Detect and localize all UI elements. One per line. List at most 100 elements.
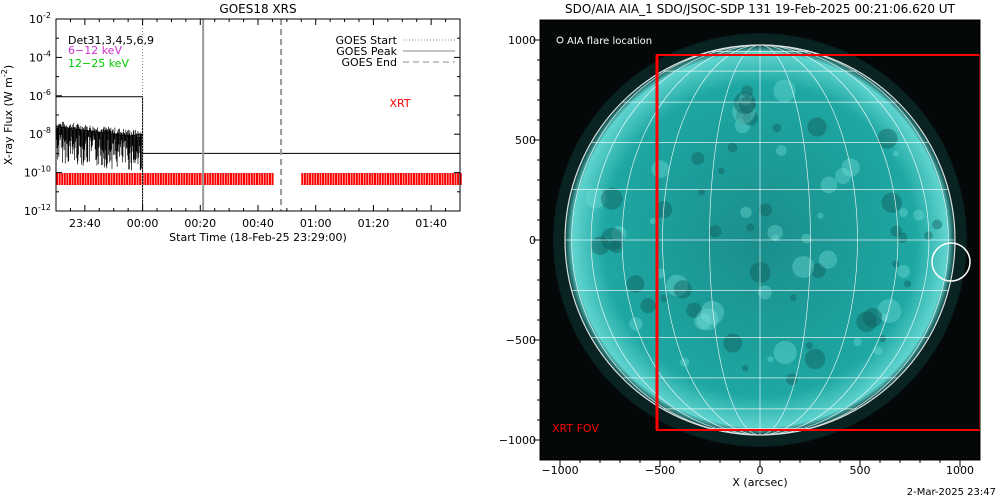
xrt-coverage-mark (68, 173, 71, 185)
xrt-coverage-mark (345, 173, 348, 185)
xrt-coverage-mark (386, 173, 389, 185)
aia-title: SDO/AIA AIA_1 SDO/JSOC-SDP 131 19-Feb-20… (565, 2, 956, 16)
xrt-coverage-mark (214, 173, 217, 185)
xrt-coverage-mark (157, 173, 160, 185)
aia-x-tick-label: 500 (850, 464, 871, 477)
xrt-coverage-mark (363, 173, 366, 185)
sun-feature (776, 145, 787, 156)
xrt-coverage-mark (335, 173, 338, 185)
xrt-coverage-mark (89, 173, 92, 185)
xrt-coverage-mark (255, 173, 258, 185)
xrt-coverage-mark (420, 173, 423, 185)
xrt-coverage-mark (248, 173, 251, 185)
xrt-coverage-mark (322, 173, 325, 185)
sun-feature (679, 357, 690, 367)
goes-series-line (56, 96, 460, 154)
xrt-coverage-mark (355, 173, 358, 185)
xrt-coverage-mark (319, 173, 322, 185)
sun-feature (742, 364, 749, 372)
sun-feature (718, 167, 725, 175)
xrt-coverage-mark (118, 173, 121, 185)
xrt-coverage-mark (451, 173, 454, 185)
goes-y-axis-label: X-ray Flux (W m-2) (0, 65, 15, 165)
xrt-coverage-mark (126, 173, 129, 185)
sun-feature (733, 91, 756, 115)
sun-feature (609, 239, 623, 254)
sun-feature (772, 123, 782, 133)
xrt-coverage-mark (154, 173, 157, 185)
aia-y-tick-label: −1000 (500, 434, 536, 447)
sun-feature (807, 117, 827, 137)
xrt-fov-label: XRT FOV (552, 422, 599, 435)
xrt-coverage-mark (180, 173, 183, 185)
xrt-coverage-mark (389, 173, 392, 185)
xrt-coverage-mark (206, 173, 209, 185)
sun-feature (746, 223, 755, 232)
xrt-coverage-mark (459, 173, 462, 185)
xrt-coverage-mark (120, 173, 123, 185)
aia-x-axis-label: X (arcsec) (732, 476, 787, 489)
aia-image-panel: SDO/AIA AIA_1 SDO/JSOC-SDP 131 19-Feb-20… (499, 0, 1000, 500)
xrt-coverage-mark (431, 173, 434, 185)
xrt-coverage-mark (162, 173, 165, 185)
sun-grid (564, 44, 956, 436)
goes-x-tick-label: 01:20 (358, 217, 390, 230)
xrt-coverage-mark (191, 173, 194, 185)
xrt-coverage-mark (428, 173, 431, 185)
xrt-coverage-mark (348, 173, 351, 185)
aia-y-tick-label: −500 (506, 334, 536, 347)
xrt-coverage-mark (188, 173, 191, 185)
sun-grid-longitude (759, 44, 949, 436)
xrt-coverage-mark (170, 173, 173, 185)
xrt-coverage-mark (133, 173, 136, 185)
goes-series-line (55, 126, 460, 212)
xrt-annotation: XRT (389, 97, 410, 110)
xrt-coverage-mark (314, 173, 317, 185)
sun-feature (873, 346, 883, 356)
xrt-coverage-mark (263, 173, 266, 185)
xrt-coverage-mark (58, 173, 61, 185)
xrt-coverage-mark (232, 173, 235, 185)
xrt-coverage-mark (128, 173, 131, 185)
xrt-coverage-mark (350, 173, 353, 185)
sun-feature (771, 234, 779, 242)
xrt-coverage-mark (397, 173, 400, 185)
xrt-coverage-mark (324, 173, 327, 185)
goes-title: GOES18 XRS (219, 2, 296, 16)
xrt-coverage-mark (374, 173, 377, 185)
xrt-coverage-mark (394, 173, 397, 185)
goes-noise-group (55, 121, 143, 171)
sun-feature (773, 79, 796, 102)
xrt-coverage-mark (441, 173, 444, 185)
sun-grid-longitude (759, 44, 811, 436)
xrt-coverage-mark (193, 173, 196, 185)
aia-y-tick-label: 0 (529, 234, 536, 247)
xrt-coverage-mark (222, 173, 225, 185)
sun-feature (881, 313, 889, 321)
xrt-coverage-mark (71, 173, 74, 185)
xrt-coverage-mark (381, 173, 384, 185)
goes-x-tick-label: 00:00 (127, 217, 159, 230)
goes-lightcurve-chart: GOES18 XRS 10-12 10-10 10-8 10-6 10-4 10-2 23:4… (0, 2, 462, 244)
sun-feature (651, 160, 670, 179)
sun-feature (924, 231, 933, 240)
xrt-coverage-mark (303, 173, 306, 185)
xrt-coverage-mark (81, 173, 84, 185)
sun-feature (626, 275, 645, 293)
xrt-coverage-mark (159, 173, 162, 185)
xrt-coverage-mark (235, 173, 238, 185)
xrt-coverage-mark (84, 173, 87, 185)
xrt-coverage-mark (63, 173, 66, 185)
xrt-coverage-mark (123, 173, 126, 185)
xrt-coverage-mark (87, 173, 90, 185)
xrt-coverage-mark (242, 173, 245, 185)
sun-feature (738, 96, 756, 113)
xrt-coverage-mark (268, 173, 271, 185)
sun-feature (856, 311, 877, 333)
aia-image-group: AIA flare location XRT FOV (540, 20, 980, 460)
sun-feature (834, 168, 852, 185)
sun-feature (600, 188, 623, 210)
xrt-coverage-mark (358, 173, 361, 185)
xrt-coverage-mark (342, 173, 345, 185)
sun-feature (767, 224, 783, 241)
